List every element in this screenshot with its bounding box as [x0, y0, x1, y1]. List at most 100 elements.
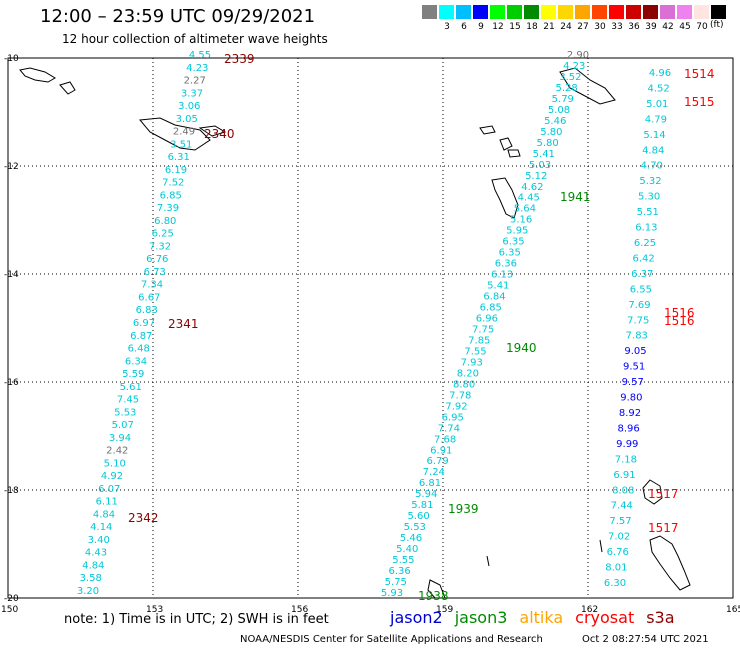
swh-value: 7.85	[468, 336, 490, 347]
swh-value: 4.45	[518, 193, 540, 204]
swh-value: 5.95	[506, 226, 528, 237]
swh-value: 5.59	[122, 369, 144, 380]
swh-value: 6.91	[430, 445, 452, 456]
swh-value: 7.24	[423, 467, 445, 478]
swh-value: 7.57	[609, 516, 631, 527]
swh-value: 6.87	[130, 331, 152, 342]
swh-value: 6.30	[604, 578, 626, 589]
swh-value: 3.40	[88, 535, 110, 546]
swh-value: 5.32	[639, 176, 661, 187]
swh-value: 3.37	[181, 88, 203, 99]
swh-value: 6.85	[160, 190, 182, 201]
swh-value: 6.73	[144, 267, 166, 278]
legend-swatch	[711, 5, 726, 19]
swh-value: 9.05	[624, 346, 646, 357]
mission-label-jason2: jason2	[390, 608, 443, 627]
legend-label: 70	[696, 22, 708, 32]
swh-value: 7.02	[608, 532, 630, 543]
swh-value: 6.67	[138, 293, 160, 304]
swh-value: 3.52	[559, 72, 581, 83]
mission-label-s3a: s3a	[646, 608, 675, 627]
swh-value: 4.55	[189, 50, 211, 61]
legend-swatch	[677, 5, 692, 19]
legend-swatch	[439, 5, 454, 19]
swh-value: 5.79	[552, 94, 574, 105]
swh-value: 4.96	[649, 68, 671, 79]
swh-value: 6.55	[630, 284, 652, 295]
swh-value: 6.48	[128, 344, 150, 355]
swh-value: 5.94	[415, 489, 437, 500]
swh-value: 6.19	[165, 165, 187, 176]
swh-value: 5.64	[514, 204, 536, 215]
swh-value: 8.01	[605, 563, 627, 574]
swh-value: 5.30	[638, 192, 660, 203]
legend-label: 18	[526, 22, 538, 32]
lat-lon-grid	[8, 58, 733, 598]
legend-swatch	[694, 5, 709, 19]
swh-value: 3.20	[77, 586, 99, 597]
legend-swatch	[541, 5, 556, 19]
legend-label: 24	[560, 22, 572, 32]
pass-label: 2339	[224, 52, 255, 66]
swh-value: 7.18	[615, 454, 637, 465]
map-title: 12:00 – 23:59 UTC 09/29/2021	[40, 6, 316, 27]
legend-label: 15	[509, 22, 521, 32]
swh-value: 5.53	[114, 407, 136, 418]
swh-value: 5.80	[536, 138, 558, 149]
swh-value: 4.84	[82, 561, 104, 572]
legend-swatch	[660, 5, 675, 19]
map-note: note: 1) Time is in UTC; 2) SWH is in fe…	[64, 612, 329, 627]
legend-label: 30	[594, 22, 606, 32]
swh-value: 7.52	[162, 178, 184, 189]
pass-label: 1514	[684, 67, 715, 81]
pass-number-labels: 2339 2340 2341 2342 1941 1940 1939 1938 1514 1515…	[128, 52, 715, 603]
swh-value: 4.23	[563, 61, 585, 72]
swh-value: 9.57	[622, 377, 644, 388]
lon-label: 153	[146, 605, 163, 615]
swh-value: 6.84	[483, 292, 505, 303]
swh-value: 9.80	[620, 393, 642, 404]
swh-observations: 4.55 4.23 2.273.37 3.06 3.05 2.493.51 6.31 6.19…	[77, 50, 671, 599]
swh-value: 6.85	[480, 303, 502, 314]
swh-value: 6.81	[419, 478, 441, 489]
swh-value: 6.25	[152, 229, 174, 240]
swh-value: 5.46	[544, 116, 566, 127]
lat-label: -14	[4, 270, 19, 280]
swh-value: 6.76	[146, 254, 168, 265]
legend-swatch	[490, 5, 505, 19]
swh-value: 6.13	[491, 270, 513, 281]
legend-swatch	[592, 5, 607, 19]
legend-swatch	[643, 5, 658, 19]
swh-value: 5.61	[120, 382, 142, 393]
swh-value: 6.42	[632, 254, 654, 265]
swh-value: 6.35	[502, 237, 524, 248]
legend-unit: (ft)	[710, 20, 724, 30]
lat-label: -10	[4, 54, 19, 64]
swh-value: 5.16	[510, 215, 532, 226]
swh-value: 6.91	[613, 470, 635, 481]
legend-label: 27	[577, 22, 589, 32]
swh-value: 6.34	[125, 356, 147, 367]
legend-swatch	[575, 5, 590, 19]
legend-label: 21	[543, 22, 555, 32]
pass-label: 2341	[168, 317, 199, 331]
swh-value: 6.07	[98, 484, 120, 495]
swh-value: 4.70	[641, 161, 663, 172]
pass-label: 1939	[448, 502, 479, 516]
swh-value: 3.51	[170, 139, 192, 150]
legend-label: 36	[628, 22, 640, 32]
swh-value: 6.76	[607, 547, 629, 558]
lat-label: -12	[4, 162, 19, 172]
swh-value: 6.36	[388, 566, 410, 577]
lat-label: -18	[4, 486, 19, 496]
swh-value: 7.74	[438, 423, 460, 434]
legend-swatch	[422, 5, 437, 19]
swh-value: 5.03	[529, 160, 551, 171]
swh-value: 6.83	[136, 305, 158, 316]
swh-value: 3.05	[176, 114, 198, 125]
swh-value: 8.08	[612, 485, 634, 496]
swh-value: 3.94	[109, 433, 131, 444]
pass-label: 1938	[418, 589, 449, 603]
swh-value: 5.51	[637, 207, 659, 218]
